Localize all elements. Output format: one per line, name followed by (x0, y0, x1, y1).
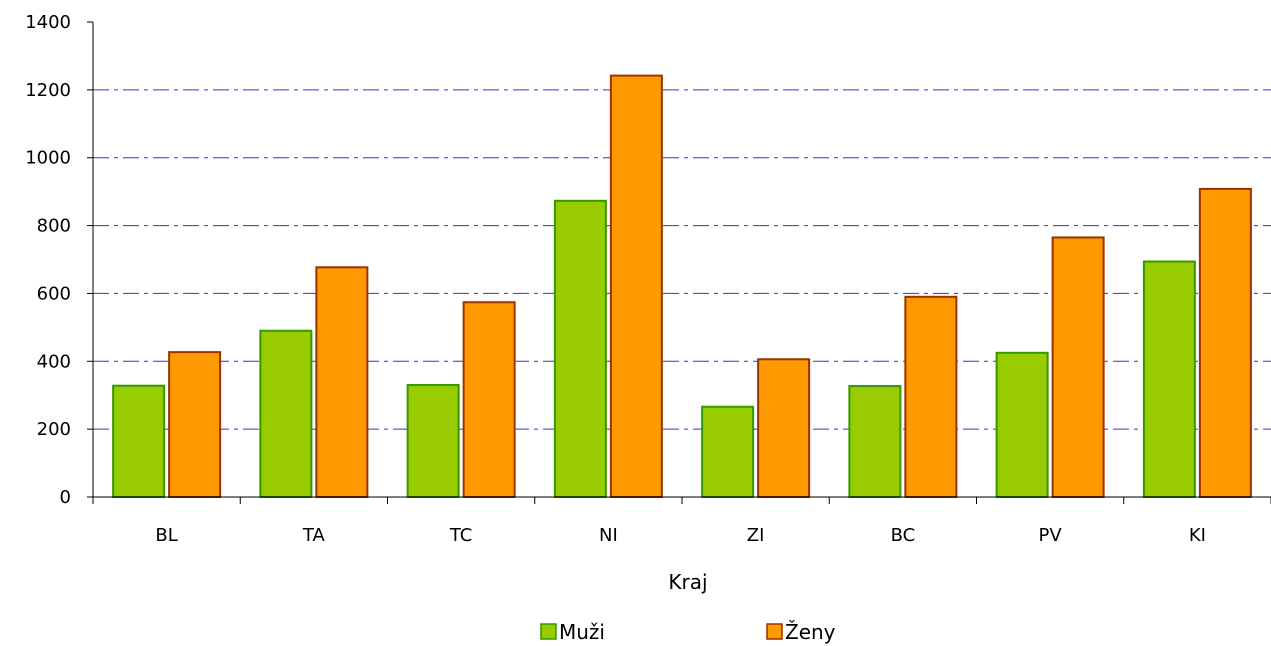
y-tick-label: 1400 (25, 12, 71, 33)
bars (112, 74, 1252, 499)
x-tick-label: BC (891, 525, 916, 546)
bar-ženy-zi (757, 358, 811, 498)
bar-muži-ni (553, 199, 607, 499)
bar-muži-pv (995, 351, 1049, 498)
bar-ženy-ki (1198, 187, 1252, 499)
x-tick-labels: BL TA TC NI ZI BC PV KI (155, 525, 1206, 546)
x-tick-label: TC (449, 525, 473, 546)
legend-label-zeny: Ženy (785, 620, 836, 644)
axes (87, 21, 1271, 504)
bar-muži-bc (848, 385, 902, 498)
x-tick-label: BL (155, 525, 177, 546)
bar-muži-bl (112, 384, 166, 499)
bar-ženy-ni (609, 74, 663, 498)
x-tick-label: NI (599, 525, 618, 546)
bar-ženy-bc (904, 295, 958, 499)
y-tick-label: 800 (37, 216, 71, 237)
y-tick-label: 1000 (25, 148, 71, 169)
legend: Muži Ženy (540, 620, 836, 644)
bar-ženy-pv (1051, 236, 1105, 498)
legend-swatch-zeny (766, 623, 783, 640)
y-tick-label: 400 (37, 351, 71, 372)
x-axis-title: Kraj (668, 570, 707, 594)
legend-label-muzi: Muži (559, 620, 605, 644)
y-tick-label: 600 (37, 283, 71, 304)
y-tick-label: 0 (60, 487, 71, 508)
bar-muži-ki (1142, 260, 1196, 498)
bar-muži-ta (259, 329, 313, 498)
bar-muži-tc (406, 384, 460, 498)
y-tick-label: 200 (37, 419, 71, 440)
bar-ženy-bl (168, 351, 222, 498)
bar-ženy-tc (462, 301, 516, 498)
y-tick-labels: 0 200 400 600 800 1000 1200 1400 (25, 12, 71, 508)
bar-ženy-ta (315, 266, 369, 498)
legend-swatch-muzi (540, 623, 557, 640)
x-tick-label: ZI (747, 525, 765, 546)
x-tick-label: TA (302, 525, 326, 546)
bar-muži-zi (701, 405, 755, 498)
y-tick-label: 1200 (25, 80, 71, 101)
x-tick-label: KI (1189, 525, 1206, 546)
x-tick-label: PV (1039, 525, 1063, 546)
